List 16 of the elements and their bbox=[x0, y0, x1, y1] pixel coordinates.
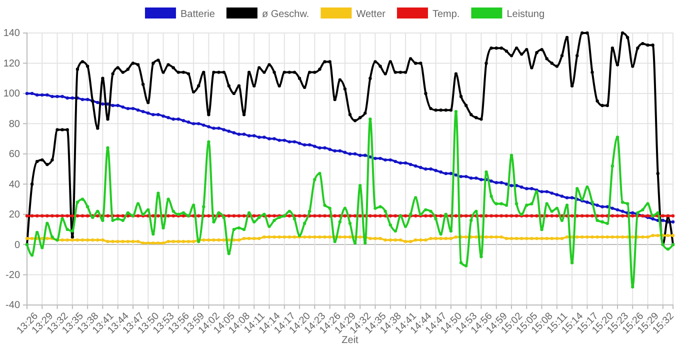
legend-label: Batterie bbox=[180, 9, 216, 20]
legend-label: Temp. bbox=[432, 9, 460, 20]
y-tick-label: 40 bbox=[8, 179, 20, 190]
y-tick-label: 120 bbox=[3, 58, 20, 70]
y-tick-label: 0 bbox=[14, 240, 20, 251]
y-tick-label: 80 bbox=[8, 118, 20, 130]
y-tick-label: 140 bbox=[3, 28, 20, 40]
y-tick-label: 100 bbox=[3, 88, 20, 100]
y-tick-label: -40 bbox=[6, 300, 20, 312]
legend-label: ø Geschw. bbox=[262, 9, 310, 20]
legend-label: Leistung bbox=[506, 9, 545, 20]
y-tick-label: -20 bbox=[6, 270, 20, 281]
x-axis-title: Zeit bbox=[342, 335, 359, 346]
legend-label: Wetter bbox=[356, 9, 386, 20]
y-tick-label: 20 bbox=[8, 210, 20, 221]
y-tick-label: 60 bbox=[8, 149, 20, 160]
